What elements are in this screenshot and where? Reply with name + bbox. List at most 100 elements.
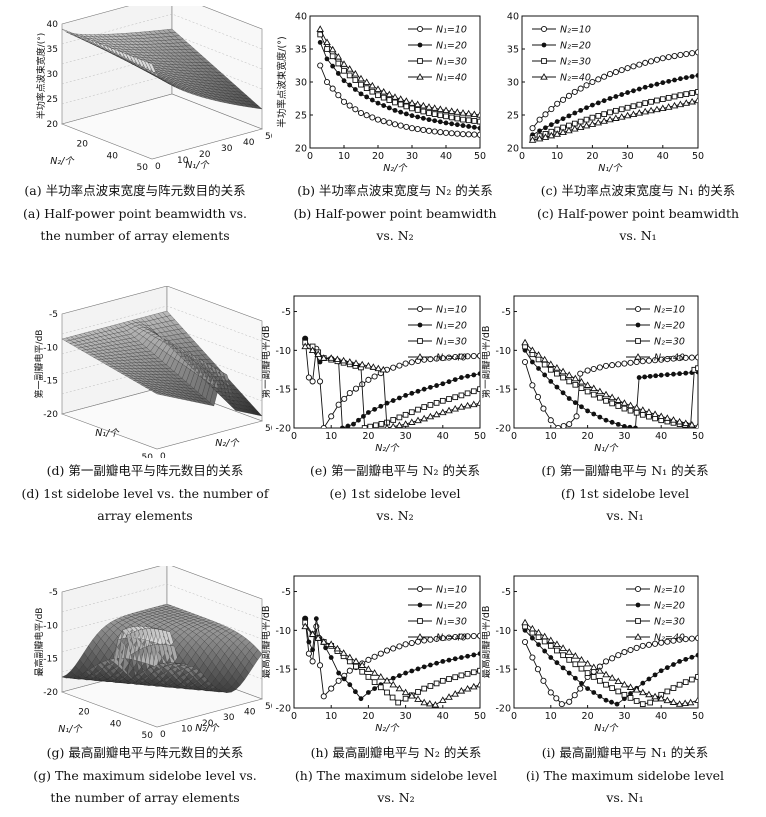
data-point <box>560 116 566 122</box>
z-axis-label: 半功率点波束宽度/(°) <box>35 33 47 120</box>
z-axis-label: 最高副瓣电平/dB <box>33 608 45 677</box>
data-point <box>671 371 676 377</box>
legend-marker <box>417 618 423 624</box>
data-point <box>377 650 384 657</box>
data-point <box>576 123 585 130</box>
data-point <box>419 101 428 109</box>
x-tick-label: 40 <box>655 711 667 722</box>
data-point <box>548 122 554 128</box>
data-point <box>620 680 629 688</box>
x-tick-label: 20 <box>362 431 374 442</box>
y-tick-label: -20 <box>275 424 291 435</box>
series-3 <box>317 31 480 125</box>
data-point <box>578 107 584 113</box>
data-point <box>535 134 544 142</box>
data-point <box>627 424 633 428</box>
data-point <box>591 411 597 417</box>
data-point <box>452 656 458 662</box>
y-tick-label: -10 <box>275 626 291 637</box>
data-point <box>658 639 665 646</box>
data-point <box>384 689 390 696</box>
y-axis-label: 最高副瓣电平/dB <box>482 606 492 679</box>
data-point <box>646 413 652 420</box>
data-point <box>383 647 391 654</box>
line-chart-b: 0 10 20 30 40 50 20 25 30 35 40 N₂/个 半功率点波束宽度/(°) N₁=… <box>276 12 486 175</box>
legend-entry-4: N₂=40 <box>626 353 685 364</box>
line-chart-e: 0 10 20 30 40 50 -5 -10 -15 -20 N₂/个 第一副瓣电平/dB N₁=10… <box>260 295 486 454</box>
legend-marker <box>635 618 641 624</box>
data-point <box>602 670 610 678</box>
data-point <box>415 689 421 695</box>
data-point <box>597 693 603 699</box>
data-point <box>395 421 404 428</box>
x-tick-label: 20 <box>372 151 384 162</box>
data-point <box>476 680 480 688</box>
data-point <box>316 378 324 385</box>
data-point <box>392 107 398 113</box>
data-point <box>572 110 578 116</box>
data-point <box>639 688 647 696</box>
data-point <box>420 126 427 134</box>
data-point <box>308 346 317 354</box>
data-point <box>408 639 415 647</box>
data-point <box>403 670 408 676</box>
legend-label: N₂=30 <box>654 617 685 628</box>
data-point <box>529 125 536 132</box>
data-point <box>536 366 541 371</box>
y-tick-label: 35 <box>295 45 307 56</box>
data-point <box>381 103 387 108</box>
data-point <box>534 628 543 636</box>
data-point <box>664 688 671 695</box>
panel-e: 0 10 20 30 40 50 -5 -10 -15 -20 N₂/个 第一副瓣电平/dB N₁=10… <box>260 286 492 458</box>
data-point <box>622 424 627 428</box>
data-point <box>694 696 698 703</box>
data-point <box>625 90 630 95</box>
data-point <box>565 126 573 134</box>
data-point <box>464 633 471 640</box>
data-point <box>534 393 541 400</box>
data-point <box>352 689 358 695</box>
data-point <box>609 685 615 691</box>
data-point <box>648 83 654 89</box>
data-point <box>553 130 561 137</box>
x-tick-label: 50 <box>474 431 486 442</box>
data-point <box>671 662 676 667</box>
data-point <box>359 668 366 675</box>
data-point <box>624 65 631 72</box>
data-point <box>446 396 452 402</box>
data-point <box>446 379 452 385</box>
data-point <box>689 74 695 79</box>
data-point <box>584 388 591 395</box>
data-point <box>547 360 555 367</box>
data-point <box>603 697 609 703</box>
line-chart-c: 0 10 20 30 40 50 20 25 30 35 40 N₁/个 N₂=10 N₂=20 N₂=30… <box>507 12 704 175</box>
x-tick-label: 10 <box>338 151 350 162</box>
legend-marker <box>416 305 424 313</box>
data-point <box>466 124 472 129</box>
data-point <box>414 416 422 424</box>
data-point <box>559 128 567 136</box>
series-3 <box>522 623 698 707</box>
legend-entry-3: N₁=30 <box>408 617 467 628</box>
data-point <box>309 658 316 665</box>
data-point <box>658 372 664 378</box>
data-point <box>658 356 665 363</box>
data-point <box>577 685 584 692</box>
data-point <box>639 642 646 649</box>
legend-label: N₁=20 <box>436 321 467 332</box>
data-point <box>305 374 312 381</box>
data-point <box>391 93 399 100</box>
data-point <box>448 130 455 137</box>
data-point <box>560 652 566 659</box>
data-point <box>672 77 677 83</box>
data-point <box>589 78 596 86</box>
data-point <box>642 59 649 66</box>
data-point <box>351 69 360 77</box>
data-point <box>420 414 428 422</box>
data-point <box>409 668 415 674</box>
x-tick-label: 0 <box>307 151 313 162</box>
data-point <box>664 665 670 671</box>
data-point <box>369 97 375 103</box>
data-point <box>688 635 695 642</box>
caption-i-en2: vs. N₁ <box>606 790 644 805</box>
